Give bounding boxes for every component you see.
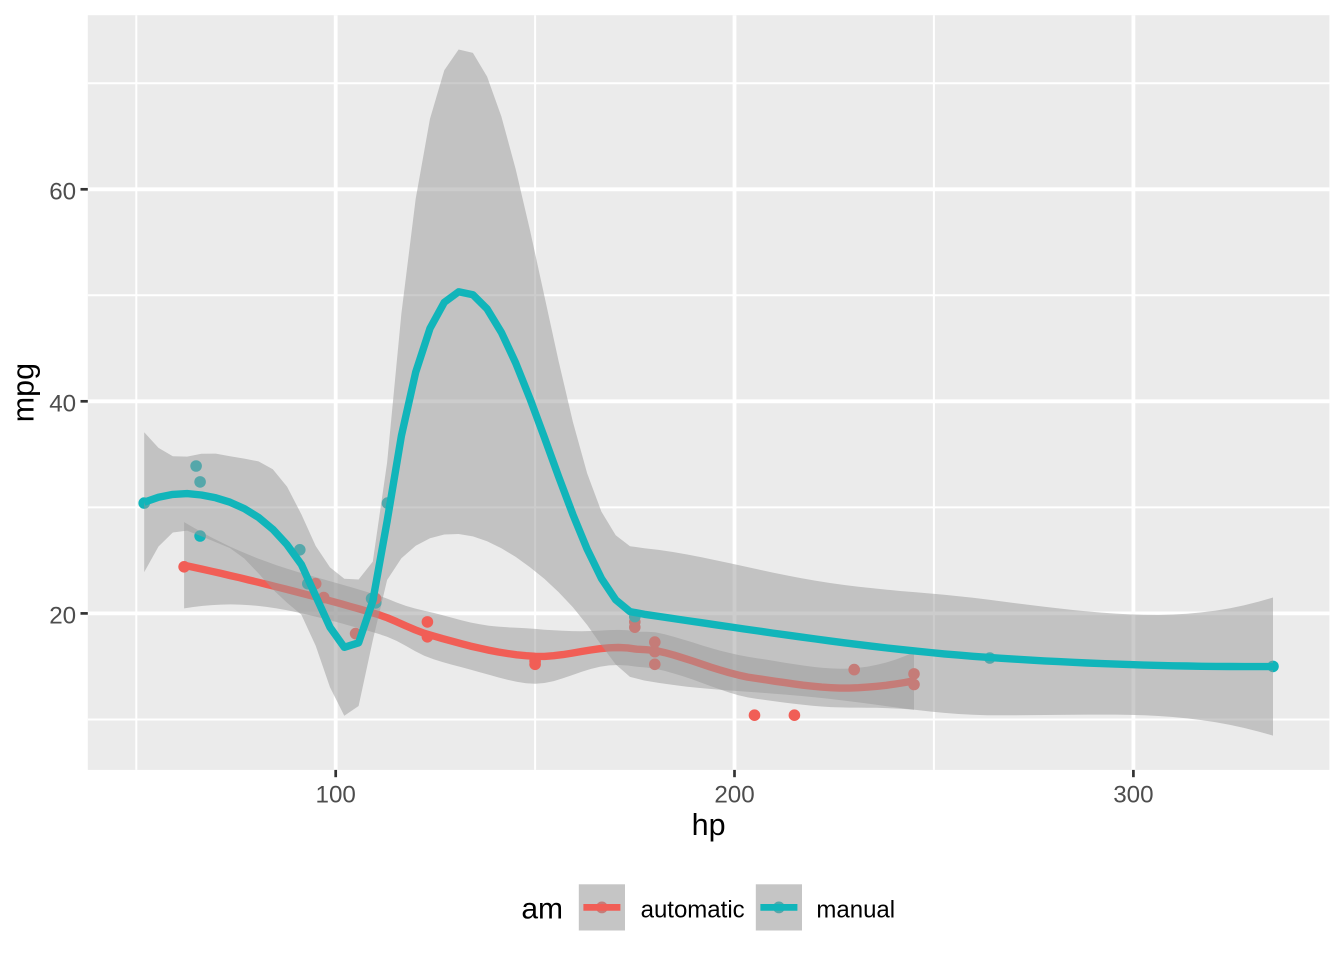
svg-text:automatic: automatic: [641, 897, 745, 924]
svg-text:100: 100: [316, 782, 356, 809]
svg-text:200: 200: [714, 782, 754, 809]
svg-text:manual: manual: [816, 897, 895, 924]
svg-text:40: 40: [49, 390, 76, 417]
svg-text:60: 60: [49, 178, 76, 205]
svg-text:20: 20: [49, 602, 76, 629]
svg-text:am: am: [521, 892, 563, 925]
svg-text:300: 300: [1113, 782, 1153, 809]
svg-text:mpg: mpg: [7, 363, 41, 422]
svg-text:hp: hp: [692, 808, 726, 842]
